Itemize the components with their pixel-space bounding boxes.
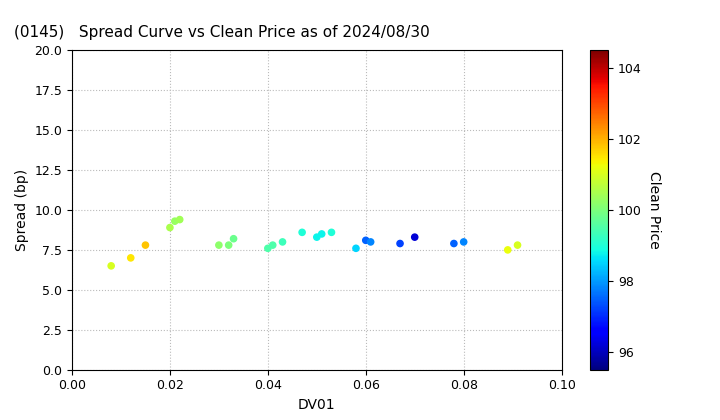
Point xyxy=(105,262,117,269)
Point xyxy=(311,234,323,241)
Point xyxy=(213,242,225,249)
Point xyxy=(325,229,337,236)
Point xyxy=(169,218,181,225)
Y-axis label: Clean Price: Clean Price xyxy=(647,171,662,249)
Point xyxy=(360,237,372,244)
Point xyxy=(276,239,288,245)
Point xyxy=(512,242,523,249)
Point xyxy=(125,255,137,261)
Point xyxy=(140,242,151,249)
Point xyxy=(297,229,308,236)
Point xyxy=(228,235,239,242)
Text: (0145)   Spread Curve vs Clean Price as of 2024/08/30: (0145) Spread Curve vs Clean Price as of… xyxy=(14,25,430,40)
Point xyxy=(365,239,377,245)
Point xyxy=(316,231,328,237)
Point xyxy=(267,242,279,249)
Y-axis label: Spread (bp): Spread (bp) xyxy=(15,169,29,251)
Point xyxy=(164,224,176,231)
Point xyxy=(458,239,469,245)
Point xyxy=(395,240,406,247)
Point xyxy=(448,240,459,247)
Point xyxy=(502,247,513,253)
X-axis label: DV01: DV01 xyxy=(298,398,336,412)
Point xyxy=(350,245,361,252)
Point xyxy=(409,234,420,241)
Point xyxy=(223,242,235,249)
Point xyxy=(174,216,186,223)
Point xyxy=(262,245,274,252)
